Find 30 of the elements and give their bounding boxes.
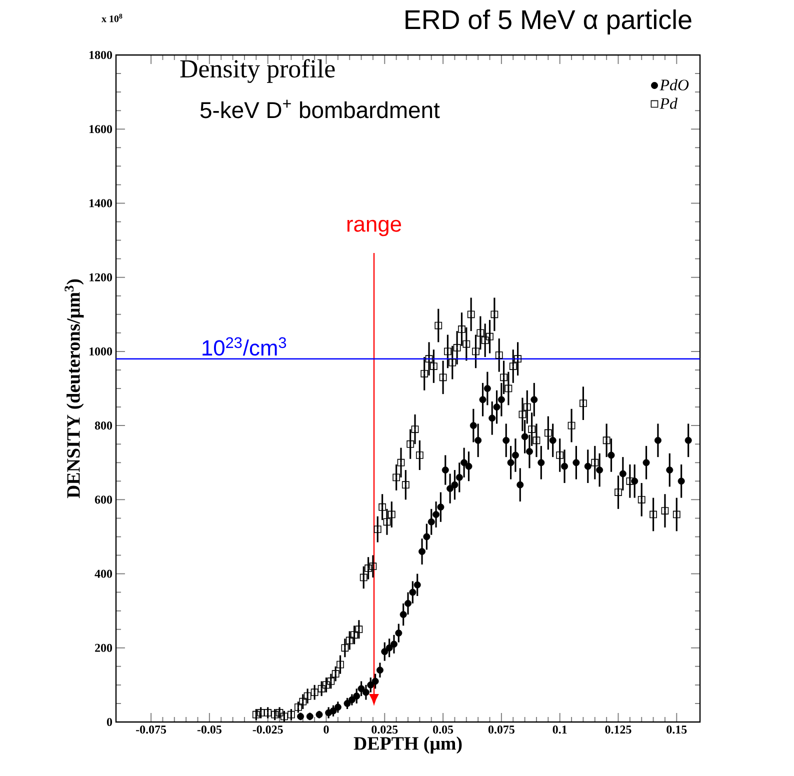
y-tick-label: 400 <box>94 570 112 578</box>
x-tick-label: -0.05 <box>197 726 222 734</box>
y-tick-label: 600 <box>94 496 112 504</box>
legend-label: PdO <box>660 79 689 90</box>
ref-line-label: 10$^{23}$/cm$^{3}$ <box>202 337 286 356</box>
annotation: range <box>347 220 402 236</box>
x-axis-title: DEPTH (μm) <box>354 736 462 754</box>
y-tick-label: 1200 <box>90 273 112 282</box>
x-tick-label: 0.075 <box>488 726 514 734</box>
x-tick-label: 0.125 <box>605 726 632 734</box>
y-tick-label: 800 <box>94 422 112 430</box>
y-tick-label: 1600 <box>90 125 112 134</box>
x-tick-label: 0.15 <box>666 726 687 734</box>
x-tick-label: -0.075 <box>136 726 166 734</box>
y-axis-title: DENSITY (deuterons/μm$^{3}$) <box>64 279 84 498</box>
x-tick-label: -0.025 <box>252 726 283 734</box>
x-tick-label: 0.05 <box>433 726 454 734</box>
x-tick-label: 0.025 <box>372 726 398 734</box>
y-tick-label: 1800 <box>90 50 112 60</box>
text: x 10$^{8}$ <box>102 14 122 22</box>
annotation: 5-keV D$^{+}$ bombardment <box>200 100 440 118</box>
x-tick-label: 0.1 <box>552 726 567 734</box>
y-tick-label: 200 <box>95 644 112 652</box>
legend-label: Pd <box>660 98 678 109</box>
annotation: Density profile <box>180 59 335 83</box>
x-tick-label: 0 <box>324 726 329 734</box>
chart-title: ERD of 5 MeV α particle <box>406 9 692 35</box>
y-tick-label: 1400 <box>90 199 112 208</box>
y-tick-label: 1000 <box>90 347 112 356</box>
y-tick-label: 0 <box>106 718 112 726</box>
